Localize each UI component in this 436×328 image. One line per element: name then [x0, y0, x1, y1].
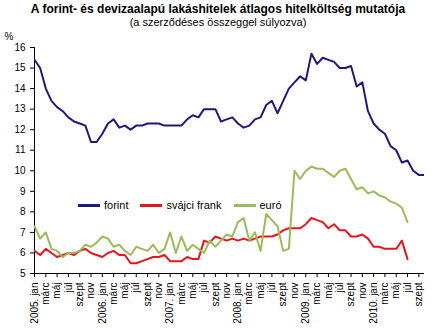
html-text:svájci frank: svájci frank — [166, 199, 222, 211]
svg-text:nov: nov — [221, 283, 232, 299]
svg-text:márc: márc — [108, 283, 119, 305]
svg-text:5: 5 — [20, 268, 26, 279]
svg-text:2007. jan: 2007. jan — [164, 283, 175, 324]
svg-text:2008. jan: 2008. jan — [232, 283, 243, 324]
svg-text:júl: júl — [402, 283, 413, 294]
svg-text:nov: nov — [85, 283, 96, 299]
svg-text:16: 16 — [14, 42, 26, 53]
svg-text:márc: márc — [379, 283, 390, 305]
svg-text:10: 10 — [14, 165, 26, 176]
svg-text:2006. jan: 2006. jan — [97, 283, 108, 324]
svg-text:márc: márc — [311, 283, 322, 305]
svg-text:2010. jan: 2010. jan — [368, 283, 379, 324]
svg-text:11: 11 — [15, 144, 26, 155]
svg-text:6: 6 — [20, 247, 26, 258]
html-text:forint: forint — [104, 199, 129, 211]
svg-text:szept: szept — [210, 282, 221, 306]
svg-text:7: 7 — [20, 227, 26, 238]
html-text:(a szerződéses összeggel súlyo: (a szerződéses összeggel súlyozva) — [129, 16, 307, 28]
svg-text:máj: máj — [187, 283, 198, 299]
svg-text:máj: máj — [255, 283, 266, 299]
svg-text:márc: márc — [176, 283, 187, 305]
svg-text:máj: máj — [390, 283, 401, 299]
svg-text:júl: júl — [198, 283, 209, 294]
svg-text:nov: nov — [153, 283, 164, 299]
svg-text:15: 15 — [14, 62, 26, 73]
svg-text:júl: júl — [130, 283, 141, 294]
svg-text:13: 13 — [14, 103, 26, 114]
svg-text:szept: szept — [277, 282, 288, 306]
svg-text:máj: máj — [323, 283, 334, 299]
svg-text:9: 9 — [20, 186, 26, 197]
svg-text:szept: szept — [345, 282, 356, 306]
svg-text:2005. jan: 2005. jan — [29, 283, 40, 324]
svg-text:máj: máj — [119, 283, 130, 299]
svg-text:nov: nov — [357, 283, 368, 299]
svg-text:%: % — [5, 31, 14, 42]
svg-text:szept: szept — [413, 282, 424, 306]
html-text:euró: euró — [259, 199, 282, 211]
svg-text:szept: szept — [142, 282, 153, 306]
svg-text:júl: júl — [266, 283, 277, 294]
html-text:A forint- és devizaalapú lakás: A forint- és devizaalapú lakáshitelek át… — [30, 2, 406, 16]
svg-text:márc: márc — [243, 283, 254, 305]
svg-text:júl: júl — [334, 283, 345, 294]
svg-text:12: 12 — [14, 124, 26, 135]
svg-text:nov: nov — [289, 283, 300, 299]
svg-text:júl: júl — [63, 283, 74, 294]
svg-text:szept: szept — [74, 282, 85, 306]
svg-text:máj: máj — [51, 283, 62, 299]
svg-text:2009. jan: 2009. jan — [300, 283, 311, 324]
svg-text:14: 14 — [14, 83, 26, 94]
svg-text:márc: márc — [40, 283, 51, 305]
svg-text:8: 8 — [20, 206, 26, 217]
